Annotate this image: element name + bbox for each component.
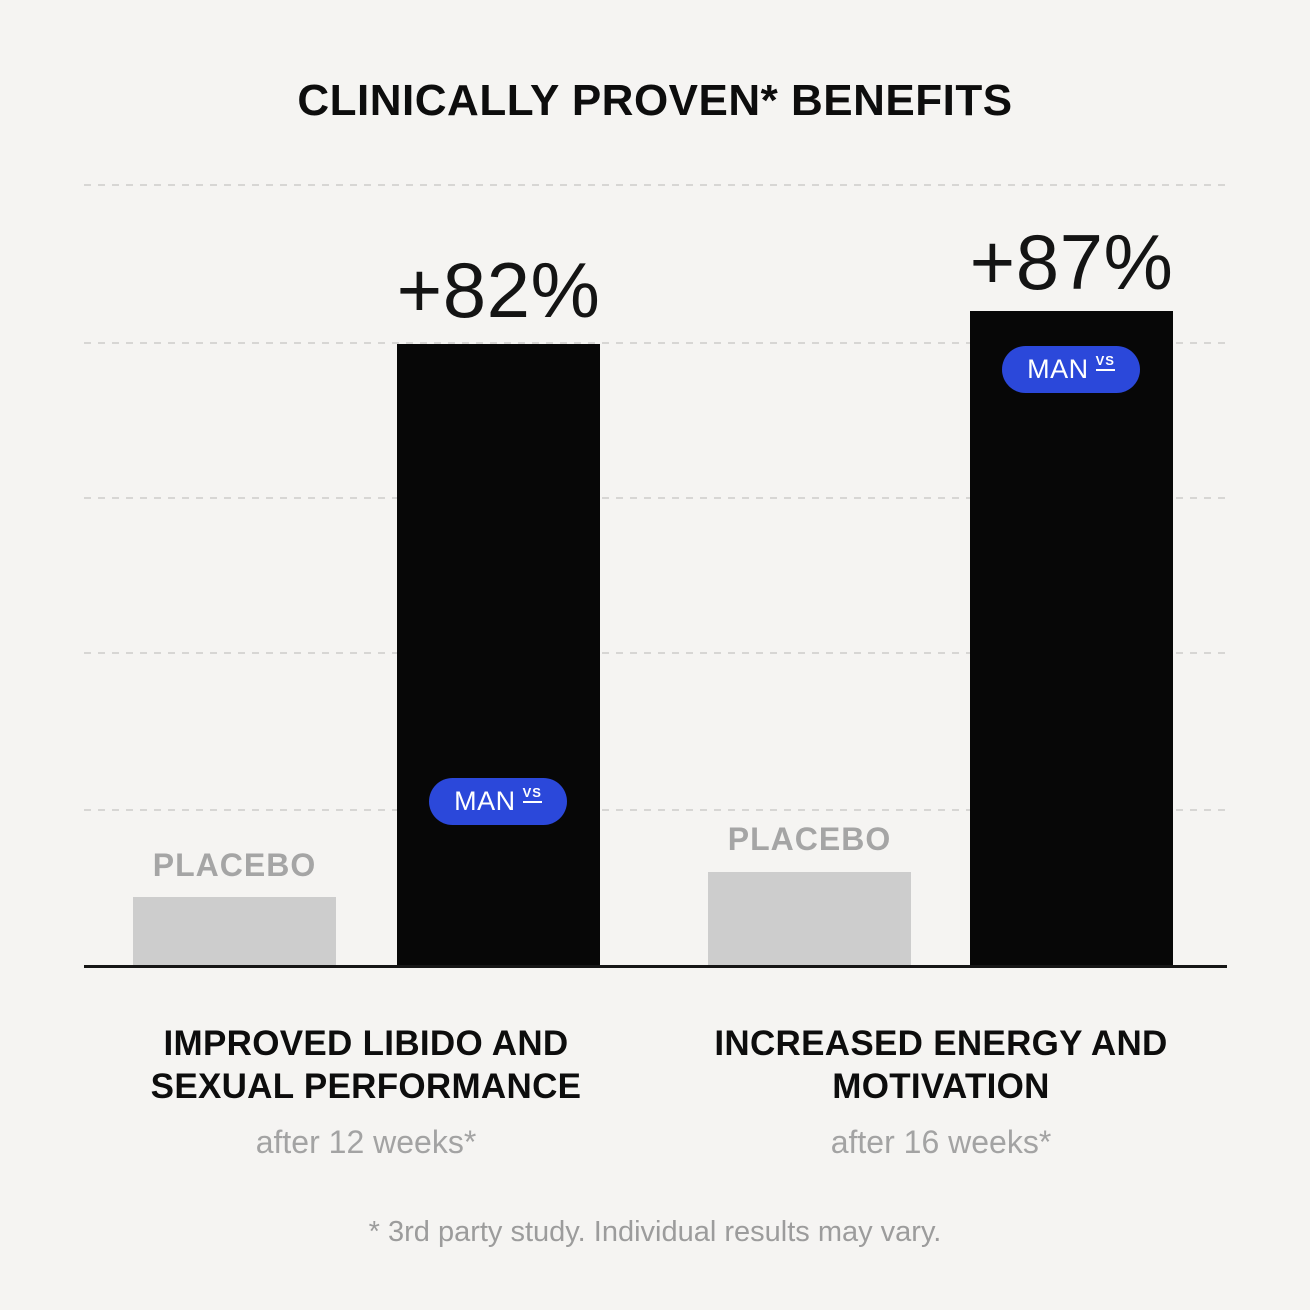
bar-man-libido [397, 344, 600, 965]
duration-label-libido: after 12 weeks* [255, 1124, 477, 1160]
gridline [84, 809, 1226, 811]
vs-superscript: VS [1095, 353, 1115, 371]
vs-superscript: VS [522, 785, 542, 803]
category-label-energy: INCREASED ENERGY AND MOTIVATION [714, 1024, 1168, 1106]
category-label-libido: IMPROVED LIBIDO AND SEXUAL PERFORMANCE [150, 1024, 582, 1106]
man-brand-pill: MAN VS [1002, 346, 1140, 393]
gridline [84, 652, 1226, 654]
bar-man-energy [970, 311, 1173, 965]
gridline [84, 497, 1226, 499]
disclaimer-footnote: * 3rd party study. Individual results ma… [368, 1216, 942, 1248]
duration-label-energy: after 16 weeks* [830, 1124, 1052, 1160]
man-brand-label: MAN [454, 786, 516, 816]
value-label-libido: +82% [396, 246, 601, 334]
bar-placebo-energy [708, 872, 911, 965]
x-axis-baseline [84, 965, 1227, 968]
chart-title: CLINICALLY PROVEN* BENEFITS [297, 76, 1013, 125]
gridline [84, 342, 1226, 344]
man-brand-label: MAN [1027, 354, 1089, 384]
man-brand-pill: MAN VS [429, 778, 567, 825]
bar-placebo-libido [133, 897, 336, 965]
value-label-energy: +87% [969, 218, 1174, 306]
gridline [84, 184, 1226, 186]
placebo-label-energy: PLACEBO [727, 821, 892, 857]
placebo-label-libido: PLACEBO [152, 847, 317, 883]
